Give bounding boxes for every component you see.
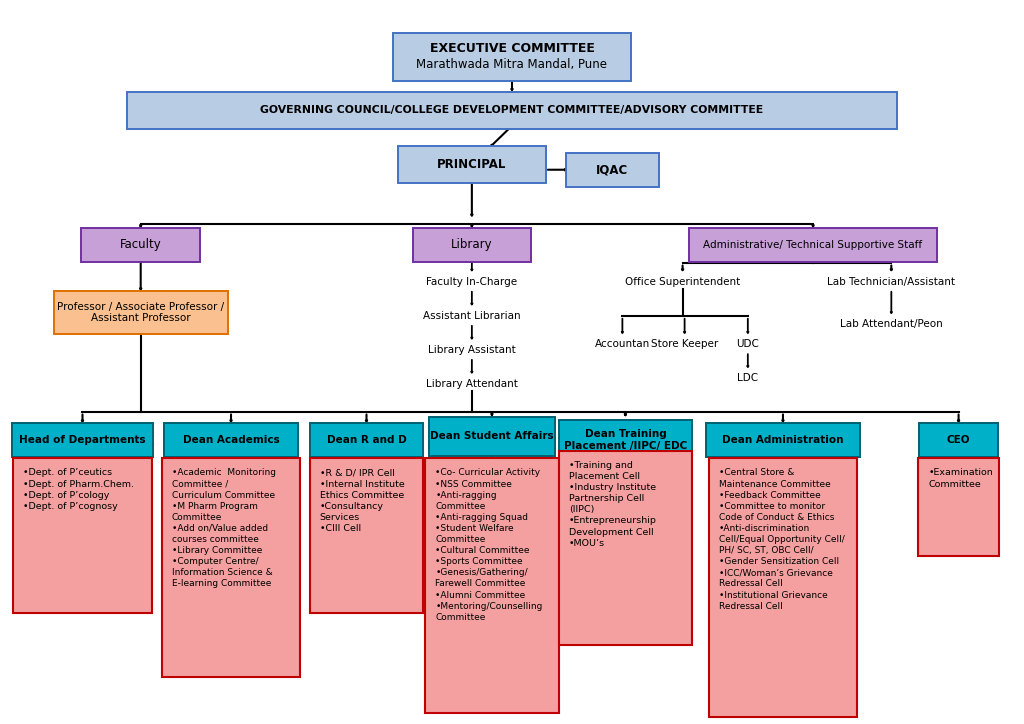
FancyBboxPatch shape <box>688 228 938 262</box>
Text: Lab Attendant/Peon: Lab Attendant/Peon <box>840 319 943 329</box>
Text: Faculty In-Charge: Faculty In-Charge <box>426 277 517 287</box>
FancyBboxPatch shape <box>82 228 200 262</box>
Text: LDC: LDC <box>737 374 759 383</box>
Text: Dean Academics: Dean Academics <box>182 435 280 445</box>
Text: PRINCIPAL: PRINCIPAL <box>437 159 507 172</box>
FancyBboxPatch shape <box>54 291 227 334</box>
FancyBboxPatch shape <box>164 423 298 457</box>
Text: Dean Administration: Dean Administration <box>722 435 844 445</box>
Text: Accountan: Accountan <box>595 340 650 349</box>
Text: Faculty: Faculty <box>120 238 162 251</box>
FancyBboxPatch shape <box>425 458 559 712</box>
Text: Professor / Associate Professor /
Assistant Professor: Professor / Associate Professor / Assist… <box>57 301 224 323</box>
Text: Library Attendant: Library Attendant <box>426 379 518 389</box>
Text: •Co- Curricular Activity
•NSS Committee
•Anti-ragging
Committee
•Anti-ragging Sq: •Co- Curricular Activity •NSS Committee … <box>435 468 543 622</box>
Text: Dean R and D: Dean R and D <box>327 435 407 445</box>
FancyBboxPatch shape <box>127 92 897 129</box>
Text: UDC: UDC <box>736 340 759 349</box>
FancyBboxPatch shape <box>162 458 300 677</box>
Text: Assistant Librarian: Assistant Librarian <box>423 311 520 321</box>
Text: IQAC: IQAC <box>596 163 629 176</box>
Text: Dean Student Affairs: Dean Student Affairs <box>430 432 554 442</box>
Text: •Training and
Placement Cell
•Industry Institute
Partnership Cell
(IIPC)
•Entrep: •Training and Placement Cell •Industry I… <box>568 461 656 547</box>
FancyBboxPatch shape <box>559 420 692 460</box>
FancyBboxPatch shape <box>429 416 555 456</box>
Text: •Academic  Monitoring
Committee /
Curriculum Committee
•M Pharm Program
Committe: •Academic Monitoring Committee / Curricu… <box>172 468 275 589</box>
FancyBboxPatch shape <box>707 423 860 457</box>
FancyBboxPatch shape <box>392 33 632 81</box>
Text: Library: Library <box>451 238 493 251</box>
Text: •Dept. of P’ceutics
•Dept. of Pharm.Chem.
•Dept. of P’cology
•Dept. of P’cognosy: •Dept. of P’ceutics •Dept. of Pharm.Chem… <box>24 468 134 510</box>
FancyBboxPatch shape <box>310 423 423 457</box>
Text: Store Keeper: Store Keeper <box>651 340 718 349</box>
Text: Head of Departments: Head of Departments <box>19 435 145 445</box>
Text: CEO: CEO <box>947 435 971 445</box>
Text: Marathwada Mitra Mandal, Pune: Marathwada Mitra Mandal, Pune <box>417 57 607 70</box>
Text: GOVERNING COUNCIL/COLLEGE DEVELOPMENT COMMITTEE/ADVISORY COMMITTEE: GOVERNING COUNCIL/COLLEGE DEVELOPMENT CO… <box>260 105 764 115</box>
FancyBboxPatch shape <box>397 146 546 183</box>
Text: Lab Technician/Assistant: Lab Technician/Assistant <box>827 277 955 287</box>
Text: Library Assistant: Library Assistant <box>428 345 516 355</box>
Text: •Central Store &
Maintenance Committee
•Feedback Committee
•Committee to monitor: •Central Store & Maintenance Committee •… <box>719 468 845 610</box>
FancyBboxPatch shape <box>920 423 997 457</box>
Text: EXECUTIVE COMMITTEE: EXECUTIVE COMMITTEE <box>429 42 595 55</box>
Text: •R & D/ IPR Cell
•Internal Institute
Ethics Committee
•Consultancy
Services
•CII: •R & D/ IPR Cell •Internal Institute Eth… <box>319 468 404 533</box>
FancyBboxPatch shape <box>12 423 153 457</box>
FancyBboxPatch shape <box>919 458 998 557</box>
FancyBboxPatch shape <box>13 458 152 613</box>
Text: Office Superintendent: Office Superintendent <box>625 277 740 287</box>
FancyBboxPatch shape <box>709 458 857 717</box>
FancyBboxPatch shape <box>310 458 423 613</box>
FancyBboxPatch shape <box>565 153 659 187</box>
Text: •Examination
Committee: •Examination Committee <box>929 468 993 489</box>
FancyBboxPatch shape <box>559 451 692 645</box>
Text: Dean Training
Placement /IIPC/ EDC: Dean Training Placement /IIPC/ EDC <box>564 429 687 451</box>
FancyBboxPatch shape <box>413 228 531 262</box>
Text: Administrative/ Technical Supportive Staff: Administrative/ Technical Supportive Sta… <box>703 240 923 250</box>
